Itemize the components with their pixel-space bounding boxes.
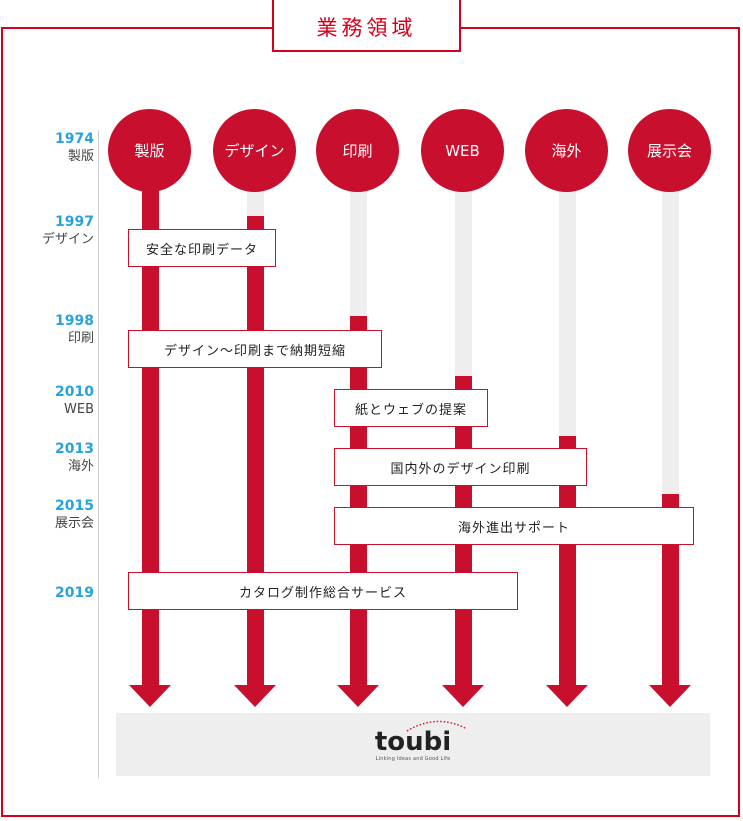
event-2019: カタログ制作総合サービス — [128, 572, 518, 610]
year-number: 1974 — [55, 131, 94, 147]
year-2015: 2015 展示会 — [30, 498, 94, 532]
page-title: 業務領域 — [316, 16, 417, 40]
event-2010: 紙とウェブの提案 — [334, 389, 488, 427]
column-circle-print: 印刷 — [316, 109, 399, 192]
year-label: 印刷 — [67, 331, 94, 346]
year-axis-line — [98, 130, 99, 778]
event-1998: デザイン〜印刷まで納期短縮 — [128, 330, 382, 368]
year-label: 展示会 — [54, 516, 94, 531]
event-1997: 安全な印刷データ — [128, 229, 276, 267]
year-label: WEB — [64, 402, 94, 417]
logo-wordmark: toubi — [374, 727, 452, 757]
year-1998: 1998 印刷 — [30, 313, 94, 347]
year-label: 海外 — [67, 459, 94, 474]
year-number: 1998 — [55, 313, 94, 329]
year-1974: 1974 製版 — [30, 131, 94, 165]
year-number: 1997 — [55, 214, 94, 230]
arrow-exhibition — [649, 685, 691, 707]
year-number: 2019 — [55, 585, 94, 601]
year-2010: 2010 WEB — [30, 384, 94, 418]
year-1997: 1997 デザイン — [30, 214, 94, 248]
bar-seihan — [142, 150, 159, 690]
bar-overseas — [559, 436, 576, 690]
year-number: 2015 — [55, 498, 94, 514]
bar-print — [350, 316, 367, 690]
arrow-web — [442, 685, 484, 707]
logo-tagline: Linking Ideas and Good Life — [375, 756, 451, 762]
arrow-print — [337, 685, 379, 707]
year-2019: 2019 — [30, 585, 94, 602]
column-circle-design: デザイン — [213, 109, 296, 192]
year-label: 製版 — [67, 149, 94, 164]
column-circle-web: WEB — [421, 109, 504, 192]
column-circle-overseas: 海外 — [525, 109, 608, 192]
column-circle-exhibition: 展示会 — [628, 109, 711, 192]
year-label: デザイン — [41, 232, 94, 247]
footer-logo-area: toubi Linking Ideas and Good Life — [116, 713, 710, 776]
logo-arc-icon — [406, 720, 468, 732]
event-2015: 海外進出サポート — [334, 507, 694, 545]
year-number: 2010 — [55, 384, 94, 400]
column-circle-seihan: 製版 — [108, 109, 191, 192]
arrow-seihan — [129, 685, 171, 707]
bar-design — [247, 216, 264, 690]
company-logo: toubi Linking Ideas and Good Life — [116, 729, 710, 762]
arrow-design — [234, 685, 276, 707]
year-2013: 2013 海外 — [30, 441, 94, 475]
arrow-overseas — [546, 685, 588, 707]
title-box: 業務領域 — [272, 0, 461, 52]
year-number: 2013 — [55, 441, 94, 457]
event-2013: 国内外のデザイン印刷 — [334, 448, 587, 486]
